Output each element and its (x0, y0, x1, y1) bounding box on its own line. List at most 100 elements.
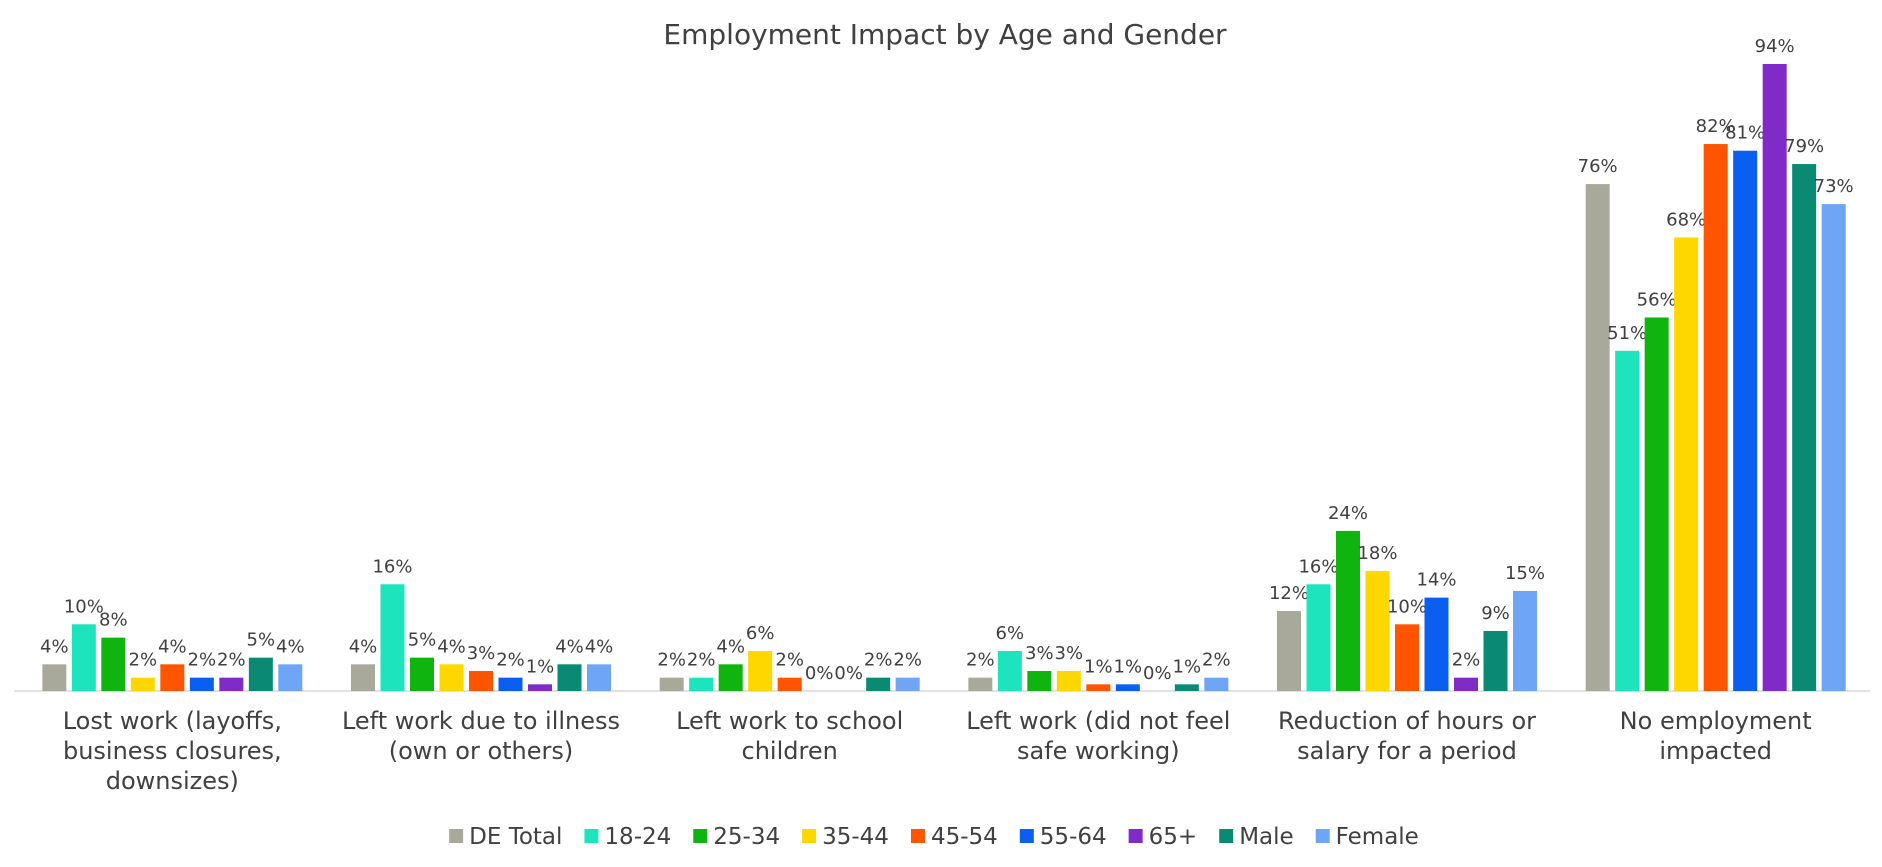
bar (659, 677, 684, 691)
data-label: 1% (526, 656, 555, 677)
bar (1086, 684, 1111, 691)
bar (1513, 590, 1537, 691)
data-label: 3% (1055, 643, 1084, 664)
data-label: 2% (1202, 650, 1231, 671)
legend-swatch (910, 829, 925, 843)
x-tick-label: Left work to school children (676, 707, 904, 765)
bar (101, 637, 126, 691)
data-label: 73% (1814, 176, 1854, 197)
legend-label: 25-34 (713, 824, 780, 850)
bar (1585, 184, 1610, 691)
bar (1056, 670, 1081, 691)
bar (351, 664, 375, 691)
bar (410, 657, 434, 691)
data-label: 4% (555, 636, 584, 657)
data-label: 79% (1784, 136, 1824, 157)
bar (557, 664, 582, 691)
data-label: 1% (1173, 656, 1202, 677)
data-label: 18% (1357, 543, 1397, 564)
bar (1733, 150, 1758, 691)
bar (1703, 144, 1728, 692)
data-label: 2% (217, 650, 246, 671)
data-label: 0% (1143, 663, 1172, 684)
bar (968, 677, 993, 691)
data-label: 0% (805, 663, 834, 684)
data-label: 16% (372, 556, 412, 577)
data-label: 10% (64, 596, 104, 617)
legend-swatch (1019, 829, 1034, 843)
bar (130, 677, 155, 691)
legend-swatch (584, 829, 599, 843)
bar (278, 664, 303, 691)
bar (1644, 317, 1669, 691)
bar (587, 664, 611, 691)
data-label: 4% (40, 636, 69, 657)
legend-label: 35-44 (822, 824, 889, 850)
data-label: 5% (247, 630, 276, 651)
data-label: 82% (1696, 116, 1736, 137)
bar (1821, 204, 1846, 691)
data-label: 2% (893, 650, 922, 671)
bar (718, 664, 743, 691)
data-label: 51% (1607, 323, 1647, 344)
data-label: 2% (864, 650, 893, 671)
legend-label: 55-64 (1040, 824, 1107, 850)
bar (1027, 670, 1052, 691)
data-label: 76% (1578, 156, 1618, 177)
data-label: 4% (158, 636, 187, 657)
data-label: 94% (1755, 36, 1795, 57)
x-tick-label: No employment impacted (1619, 707, 1812, 765)
bar (1115, 684, 1140, 691)
data-label: 12% (1269, 583, 1309, 604)
bar (1792, 164, 1817, 691)
bar (1674, 237, 1699, 691)
legend-label: 18-24 (604, 824, 671, 850)
data-label: 24% (1328, 503, 1368, 524)
data-label: 4% (276, 636, 305, 657)
x-tick-label: Left work (did not feel safe working) (966, 707, 1231, 765)
bar (498, 677, 523, 691)
data-label: 6% (746, 623, 775, 644)
bar (748, 650, 773, 691)
bar (1395, 624, 1419, 691)
bar (380, 584, 405, 691)
bar (1424, 597, 1449, 691)
data-label: 4% (437, 636, 466, 657)
x-tick-label: Reduction of hours or salary for a perio… (1277, 707, 1537, 765)
bar (219, 677, 244, 691)
bar (1336, 530, 1360, 691)
data-label: 4% (716, 636, 745, 657)
legend-label: Female (1336, 824, 1419, 850)
data-label: 81% (1725, 123, 1765, 144)
data-label: 3% (467, 643, 496, 664)
data-label: 68% (1666, 209, 1706, 230)
bar (1454, 677, 1478, 691)
legend-swatch (1219, 829, 1234, 843)
data-label: 10% (1387, 596, 1427, 617)
bar (1365, 570, 1390, 691)
bar (997, 650, 1022, 691)
bar (528, 684, 552, 691)
data-label: 2% (775, 650, 804, 671)
bar (1483, 630, 1508, 691)
bar (895, 677, 920, 691)
bar (1277, 610, 1301, 691)
bar (469, 670, 493, 691)
bar (777, 677, 802, 691)
bar (1174, 684, 1199, 691)
data-label: 9% (1481, 603, 1510, 624)
bar (1762, 64, 1787, 691)
chart-title: Employment Impact by Age and Gender (663, 18, 1227, 51)
data-label: 3% (1025, 643, 1054, 664)
data-label: 8% (99, 610, 128, 631)
bar (1615, 350, 1640, 691)
bar (1306, 584, 1331, 691)
bar (71, 624, 96, 691)
data-label: 2% (496, 650, 525, 671)
bar (866, 677, 891, 691)
legend-label: DE Total (469, 824, 562, 850)
bar (160, 664, 185, 691)
legend-label: Male (1239, 824, 1293, 850)
bar (42, 664, 67, 691)
